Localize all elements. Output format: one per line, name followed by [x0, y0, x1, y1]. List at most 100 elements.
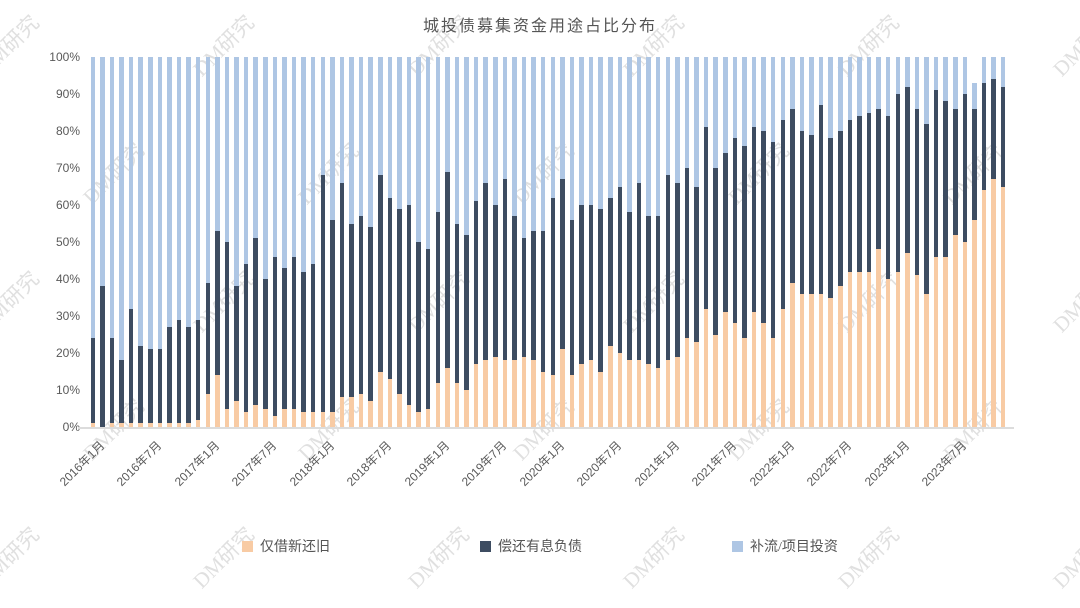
bar-segment	[1000, 86, 1006, 187]
bar-segment	[445, 57, 450, 172]
bar-segment	[119, 423, 124, 427]
bar-segment	[378, 371, 383, 427]
bar-segment	[464, 390, 469, 427]
bar-segment	[358, 216, 364, 394]
legend-swatch-only-refinance	[242, 540, 254, 552]
x-axis-tick-label: 2018年1月	[286, 438, 338, 489]
watermark: DM研究	[188, 522, 259, 594]
bar-segment	[445, 171, 450, 368]
bar-segment	[608, 57, 613, 198]
bar-segment	[905, 86, 910, 254]
x-axis-tick-label: 2023年7月	[919, 438, 970, 489]
legend-item-only-refinance: 仅借新还旧	[242, 536, 330, 556]
bar-segment	[838, 57, 843, 131]
bar-segment	[531, 360, 536, 427]
bar-segment	[953, 234, 958, 427]
bar-segment	[770, 142, 776, 339]
x-axis-tick-label: 2018年7月	[344, 438, 395, 489]
bar-segment	[310, 57, 316, 265]
bar-segment	[598, 57, 603, 209]
bar-segment	[751, 312, 757, 427]
bar-segment	[809, 57, 814, 135]
bar-segment	[378, 175, 383, 372]
bar-segment	[914, 275, 920, 427]
bar-segment	[406, 404, 412, 427]
bar-segment	[838, 286, 843, 427]
bar-segment	[608, 197, 613, 346]
bar-segment	[742, 338, 747, 427]
x-axis-tick-label: 2023年1月	[861, 438, 913, 489]
bar-segment	[473, 201, 479, 365]
bar-segment	[253, 57, 258, 239]
bar-segment	[301, 412, 306, 427]
legend-item-working-capital: 补流/项目投资	[732, 536, 838, 556]
bar-segment	[991, 57, 996, 80]
x-axis: 2016年1月 2016年7月 2017年1月 2017年7月 2018年1月 2018年…	[57, 427, 1008, 497]
bar-segment	[167, 57, 172, 328]
bar-segment	[109, 423, 115, 427]
bar-segment	[550, 57, 556, 198]
bar-segment	[138, 57, 143, 346]
bar-segment	[109, 57, 115, 339]
bar-segment	[358, 57, 364, 217]
bar-segment	[272, 256, 278, 416]
bar-segment	[694, 186, 699, 342]
bar-segment	[512, 216, 517, 361]
bar-segment	[665, 175, 671, 361]
bar-segment	[157, 57, 163, 350]
bar-segment	[263, 279, 268, 409]
bar-segment	[90, 57, 96, 339]
bar-segment	[627, 57, 632, 213]
bar-segment	[847, 57, 853, 120]
bar-segment	[416, 57, 421, 242]
bar-segment	[138, 345, 143, 424]
bar-segment	[655, 367, 661, 427]
bar-segment	[349, 223, 354, 398]
bar-segment	[790, 57, 795, 109]
bar-segment	[550, 197, 556, 376]
bar-segment	[310, 264, 316, 413]
bar-segment	[675, 57, 680, 183]
bar-segment	[253, 238, 258, 405]
bar-segment	[128, 57, 134, 309]
bar-segment	[215, 375, 220, 427]
bar-segment	[991, 179, 996, 427]
watermark: DM研究	[1048, 522, 1080, 594]
bar-segment	[560, 349, 565, 427]
bar-segment	[387, 57, 393, 198]
bar-segment	[320, 412, 326, 427]
bar-segment	[540, 57, 546, 231]
bar-segment	[167, 327, 172, 424]
bar-segment	[435, 382, 441, 427]
x-axis-tick-label: 2022年7月	[804, 438, 855, 489]
bar-segment	[234, 401, 239, 427]
bar-segment	[914, 108, 920, 276]
bar-segment	[464, 57, 469, 235]
bar-segment	[780, 308, 786, 427]
bar-segment	[723, 312, 728, 427]
bar-segment	[713, 57, 718, 168]
bar-segment	[943, 57, 948, 102]
bar-segment	[234, 286, 239, 402]
y-axis-tick-label: 40%	[55, 272, 80, 286]
bar-segment	[665, 57, 671, 176]
bar-segment	[406, 57, 412, 205]
bar-segment	[272, 57, 278, 257]
bar-segment	[349, 57, 354, 224]
bar-segment	[905, 57, 910, 87]
bar-segment	[569, 375, 575, 427]
bar-segment	[828, 138, 833, 298]
bar-segment	[588, 360, 594, 427]
bar-segment	[579, 205, 584, 365]
bar-segment	[857, 271, 862, 427]
bar-segment	[646, 57, 651, 217]
bar-segment	[732, 57, 738, 139]
bar-segment	[655, 216, 661, 368]
legend-item-repay-debt: 偿还有息负债	[480, 536, 582, 556]
bar-segment	[895, 271, 901, 427]
bar-segment	[176, 423, 182, 427]
bar-segment	[617, 353, 623, 427]
bar-segment	[416, 412, 421, 427]
bar-segment	[953, 57, 958, 109]
x-axis-tick-label: 2017年7月	[229, 438, 280, 489]
